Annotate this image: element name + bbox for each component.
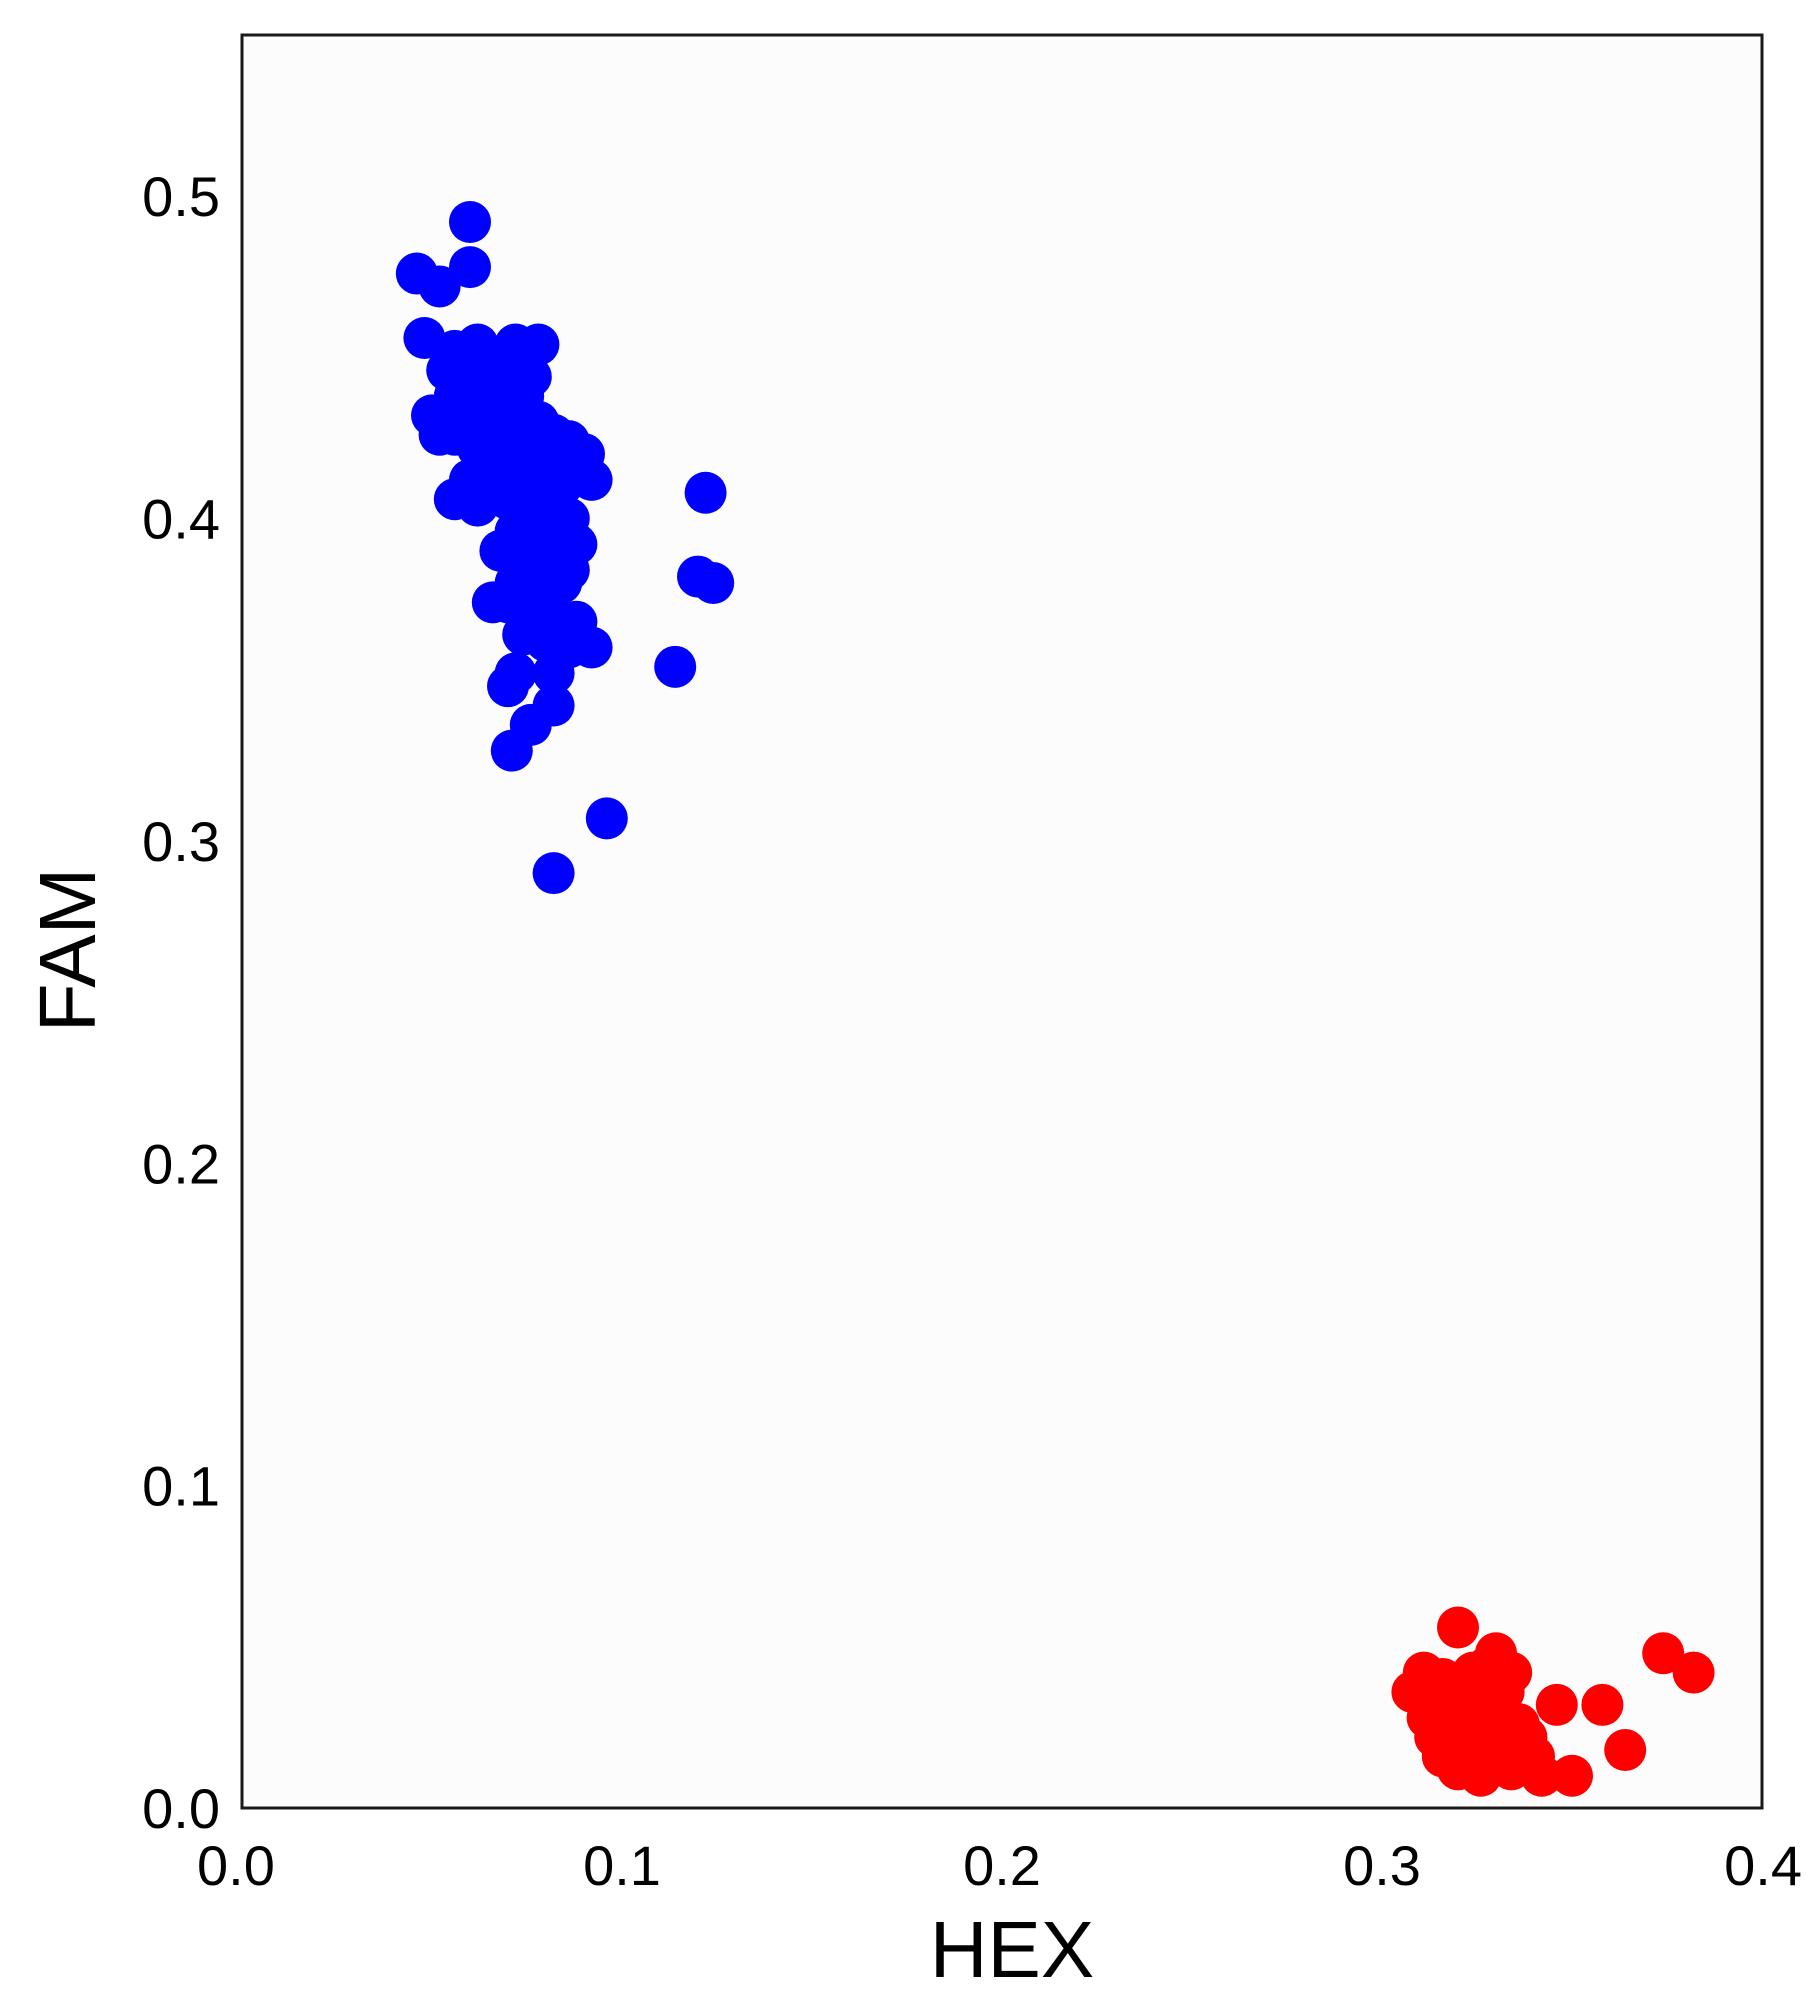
red-data-point [1642, 1632, 1685, 1675]
blue-data-point [487, 665, 529, 708]
x-tick-label: 0.1 [583, 1834, 661, 1897]
plot-area [240, 33, 1764, 1810]
blue-data-point [532, 852, 575, 895]
x-tick-label: 0.2 [963, 1834, 1041, 1897]
blue-data-point [449, 200, 491, 243]
y-tick-labels: 0.0 0.1 0.2 0.3 0.4 0.5 [142, 165, 220, 1840]
blue-data-point [449, 246, 491, 289]
blue-data-point [570, 626, 613, 669]
blue-data-point [654, 645, 697, 688]
blue-data-point [684, 471, 727, 514]
y-tick-label: 0.2 [142, 1132, 220, 1195]
y-tick-label: 0.1 [142, 1455, 220, 1518]
red-data-point [1672, 1651, 1715, 1694]
red-data-point [1581, 1683, 1624, 1726]
y-tick-label: 0.3 [142, 810, 220, 873]
blue-data-point [570, 458, 613, 501]
x-tick-label: 0.4 [1724, 1834, 1802, 1897]
blue-data-point [517, 323, 560, 366]
blue-data-point [490, 729, 533, 772]
y-tick-label: 0.0 [142, 1777, 220, 1840]
red-data-point [1604, 1728, 1647, 1771]
x-tick-labels: 0.0 0.1 0.2 0.3 0.4 [197, 1834, 1802, 1897]
red-data-point [1535, 1683, 1578, 1726]
blue-data-point [532, 652, 575, 695]
blue-data-point [418, 265, 461, 308]
blue-data-point [471, 581, 514, 624]
y-tick-label: 0.4 [142, 488, 220, 551]
blue-data-point [692, 562, 735, 605]
red-data-point [1520, 1754, 1563, 1797]
red-data-point [1437, 1606, 1479, 1649]
blue-data-point [540, 562, 583, 605]
data-points [395, 200, 1715, 1797]
x-tick-label: 0.3 [1343, 1834, 1421, 1897]
x-tick-label: 0.0 [197, 1834, 275, 1897]
red-data-point [1551, 1754, 1593, 1797]
x-axis-label: HEX [930, 1905, 1095, 1994]
blue-data-point [585, 797, 628, 840]
y-axis-label: FAM [23, 868, 112, 1032]
y-tick-label: 0.5 [142, 165, 220, 228]
